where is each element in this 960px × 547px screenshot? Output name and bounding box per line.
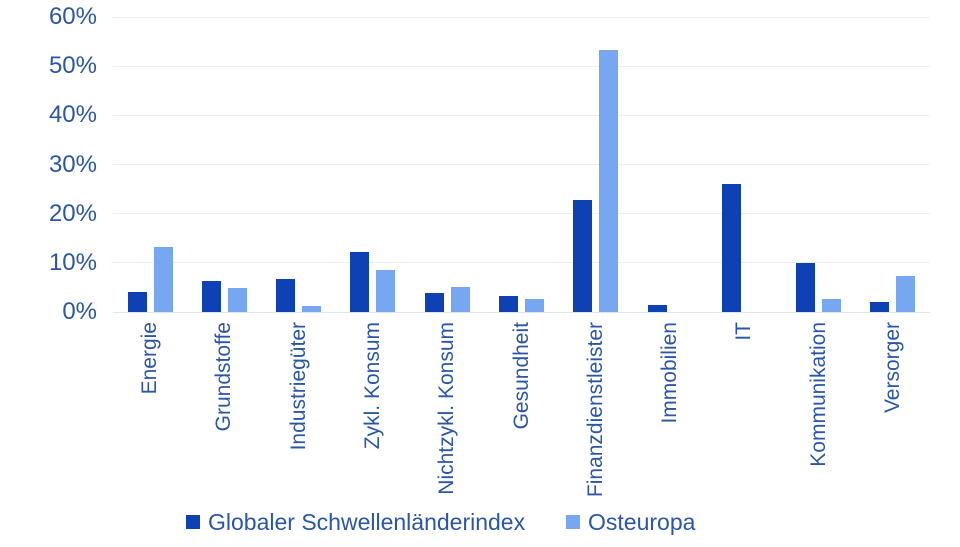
gridline — [113, 213, 930, 215]
bar-light-4 — [450, 286, 470, 312]
bar-dark-5 — [499, 295, 518, 312]
x-axis-category-label: Finanzdienstleister — [583, 322, 607, 498]
bar-dark-2 — [276, 278, 296, 312]
bar-light-9 — [822, 298, 842, 312]
x-axis-category-label: Versorger — [880, 322, 904, 414]
bar-light-1 — [227, 288, 247, 312]
x-axis-category-label: Industriegüter — [286, 322, 310, 451]
legend-item-globaler-schwellenlaenderindex: Globaler Schwellenländerindex — [186, 509, 525, 535]
y-axis-tick-label: 40% — [48, 101, 97, 129]
gridline — [113, 65, 930, 67]
x-axis-category-label: Kommunikation — [806, 322, 830, 467]
gridline — [113, 114, 930, 116]
bar-dark-7 — [647, 304, 667, 312]
bar-light-3 — [376, 269, 396, 312]
bar-dark-6 — [573, 200, 593, 312]
legend-swatch-light-icon — [566, 515, 580, 529]
x-axis-category-label: IT — [732, 322, 756, 341]
legend: Globaler Schwellenländerindex Osteuropa — [0, 509, 960, 539]
gridline — [113, 164, 930, 165]
legend-label: Osteuropa — [588, 508, 696, 535]
bar-dark-3 — [350, 252, 370, 312]
y-axis-tick-label: 0% — [62, 298, 97, 325]
x-axis-category-label: Zykl. Konsum — [360, 322, 384, 450]
bar-dark-10 — [870, 301, 890, 312]
y-axis-tick-label: 60% — [48, 3, 97, 30]
gridline — [113, 262, 930, 264]
bar-dark-0 — [127, 291, 147, 312]
x-axis-category-label: Grundstoffe — [212, 322, 236, 432]
x-axis-line — [113, 311, 930, 313]
bar-light-10 — [896, 276, 916, 312]
x-axis-category-label: Nichtzykl. Konsum — [435, 322, 459, 495]
x-axis-category-label: Energie — [138, 322, 162, 395]
y-axis-tick-label: 30% — [48, 150, 97, 178]
bar-dark-4 — [424, 292, 444, 312]
bar-light-2 — [302, 305, 322, 312]
y-axis-tick-label: 50% — [48, 52, 97, 80]
legend-label: Globaler Schwellenländerindex — [208, 508, 526, 535]
bar-dark-8 — [721, 184, 741, 312]
bar-light-0 — [153, 247, 173, 312]
legend-swatch-dark-icon — [186, 515, 200, 529]
x-axis-category-label: Immobilien — [658, 322, 682, 424]
x-axis-category-label: Gesundheit — [509, 322, 533, 430]
bar-light-6 — [599, 49, 619, 312]
bar-dark-1 — [201, 280, 221, 312]
y-axis-tick-label: 10% — [48, 248, 97, 276]
y-axis-tick-label: 20% — [48, 199, 97, 227]
bar-dark-9 — [796, 263, 816, 312]
legend-item-osteuropa: Osteuropa — [566, 509, 695, 535]
bar-light-5 — [525, 299, 544, 312]
gridline — [113, 16, 930, 18]
